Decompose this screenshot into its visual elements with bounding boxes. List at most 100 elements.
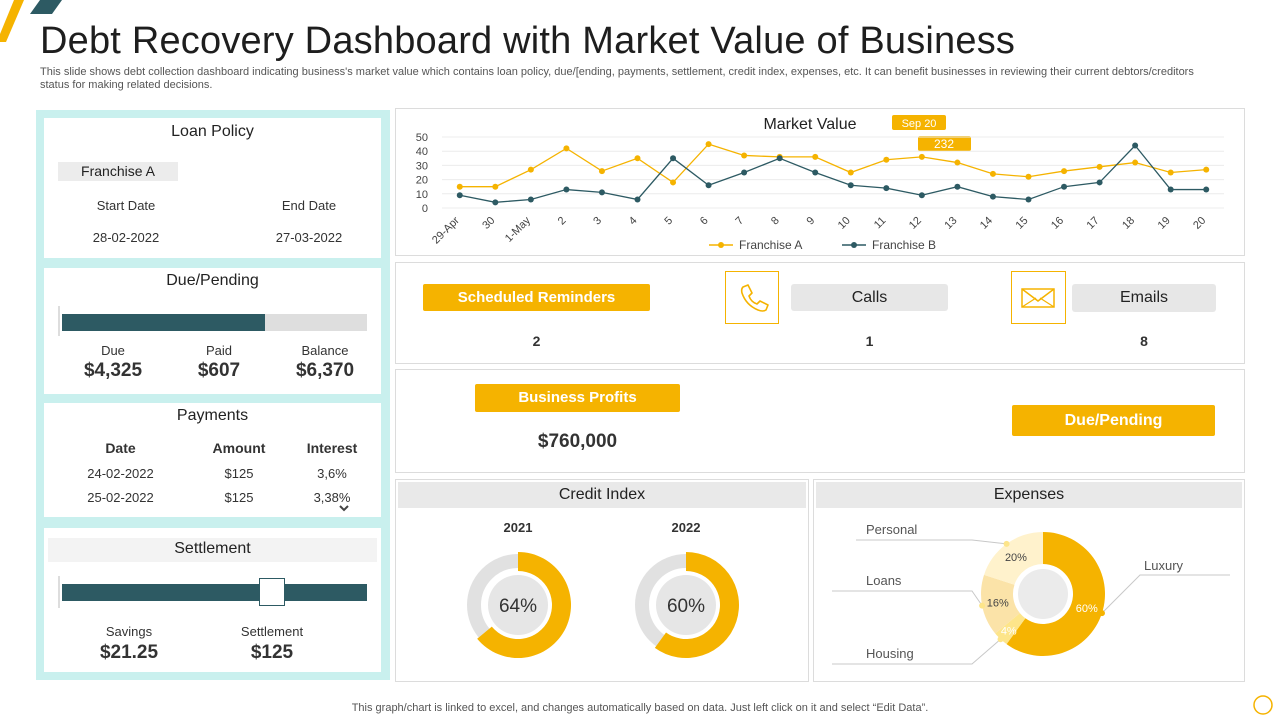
x-axis-ticks: 29-Apr 30 1-May 2 3 4 5 6 7 8 9 10 11 12 13 14 15 16 17 18 1… <box>430 214 1208 246</box>
donut-center <box>488 575 548 635</box>
data-point <box>670 155 677 162</box>
donut-value-label: 64% <box>499 596 537 617</box>
expense-slice <box>995 613 1026 645</box>
data-point <box>812 153 819 160</box>
credit-index-card: Credit Index 2021 64% 2022 60% <box>395 479 809 682</box>
x-tick-label: 16 <box>1049 215 1066 232</box>
y-tick-label: 40 <box>416 146 428 158</box>
data-point <box>918 153 925 160</box>
x-tick-label: 19 <box>1156 215 1173 232</box>
x-tick-label: 5 <box>662 215 675 228</box>
credit-index-title: Credit Index <box>398 482 806 508</box>
data-point <box>989 170 996 177</box>
x-tick-label: 12 <box>907 215 924 232</box>
annotation-label: Sep 20 <box>902 118 937 130</box>
page-title: Debt Recovery Dashboard with Market Valu… <box>40 20 1016 62</box>
data-point <box>1025 173 1032 180</box>
profits-card: Business Profits $760,000 Due/Pending <box>395 369 1245 473</box>
loan-policy-card: Loan Policy Franchise A Start Date End D… <box>44 118 381 258</box>
email-icon[interactable] <box>1011 271 1066 324</box>
due-progress-fill <box>62 314 266 331</box>
data-point <box>527 196 534 203</box>
y-tick-label: 20 <box>416 175 428 187</box>
y-tick-label: 0 <box>422 203 428 215</box>
payment-amount: $125 <box>224 466 254 481</box>
circle-icon <box>1253 695 1273 715</box>
settlement-label: Settlement <box>240 624 304 639</box>
paid-value: $607 <box>197 360 241 381</box>
data-point <box>883 185 890 192</box>
data-point <box>1096 163 1103 170</box>
data-point <box>741 169 748 176</box>
annotation-box <box>918 136 971 151</box>
expense-category-label: Luxury <box>1144 558 1184 573</box>
expense-category-label: Housing <box>866 646 914 661</box>
calls-button[interactable]: Calls <box>791 284 948 311</box>
data-point <box>598 189 605 196</box>
data-point <box>1203 186 1210 193</box>
x-tick-label: 17 <box>1085 215 1102 232</box>
emails-button[interactable]: Emails <box>1072 284 1216 312</box>
data-point <box>598 168 605 175</box>
series-line-franchise-a <box>459 143 1207 188</box>
y-tick-label: 30 <box>416 160 428 172</box>
expenses-card: Expenses 60% 4% 16% 20% Luxury Housing Loans Pe… <box>813 479 1245 682</box>
y-axis-ticks: 0 10 20 30 40 50 <box>416 132 428 215</box>
credit-year-label: 2021 <box>504 520 533 535</box>
settlement-value: $125 <box>250 642 294 663</box>
corner-decoration <box>0 0 62 42</box>
x-tick-label: 30 <box>480 215 497 232</box>
data-point <box>634 196 641 203</box>
x-tick-label: 2 <box>556 215 569 228</box>
end-date-label: End Date <box>281 198 337 213</box>
y-tick-label: 50 <box>416 132 428 144</box>
data-point <box>918 192 925 199</box>
business-profits-button[interactable]: Business Profits <box>475 384 680 412</box>
data-point <box>563 186 570 193</box>
annotation-box <box>892 115 946 130</box>
table-row: 24-02-2022 $125 3,6% <box>44 466 381 486</box>
data-point <box>670 179 677 186</box>
donut-center <box>1018 569 1068 619</box>
payments-card: Payments Date Amount Interest 24-02-2022… <box>44 403 381 517</box>
data-point <box>1167 169 1174 176</box>
legend-marker <box>718 242 724 248</box>
leader-dot <box>1098 610 1105 617</box>
data-point <box>705 182 712 189</box>
leader-line <box>832 638 1001 665</box>
data-point <box>492 199 499 206</box>
payment-amount: $125 <box>224 490 254 505</box>
x-tick-label: 7 <box>733 215 746 228</box>
expense-slice <box>984 532 1043 585</box>
savings-value: $21.25 <box>99 642 159 663</box>
phone-icon[interactable] <box>725 271 779 324</box>
donut-slice <box>654 552 739 658</box>
reminders-card: Scheduled Reminders 2 Calls 1 Emails 8 <box>395 262 1245 364</box>
leader-dot <box>997 636 1004 643</box>
credit-index-chart: 2021 64% 2022 60% <box>467 520 739 658</box>
settlement-slider-thumb[interactable] <box>259 578 286 606</box>
data-point <box>776 155 783 162</box>
settlement-slider-track[interactable] <box>62 578 367 606</box>
scroll-down-icon[interactable] <box>339 505 349 513</box>
calls-value: 1 <box>865 333 874 349</box>
data-point <box>812 169 819 176</box>
expense-category-label: Personal <box>866 522 917 537</box>
legend-marker <box>851 242 857 248</box>
balance-label: Balance <box>301 343 349 358</box>
due-pending-button[interactable]: Due/Pending <box>1012 405 1215 436</box>
market-value-chart: Market Value Sep 20 232 0 10 20 30 40 50 29-A… <box>416 115 1224 252</box>
expenses-title: Expenses <box>816 482 1242 508</box>
settlement-card: Settlement Savings Settlement $21.25 $12… <box>44 528 381 672</box>
x-tick-label: 4 <box>627 215 640 228</box>
payments-header-interest: Interest <box>306 440 358 456</box>
data-point <box>634 155 641 162</box>
annotation-label: 232 <box>934 137 954 151</box>
expense-slice <box>1006 532 1105 656</box>
scheduled-reminders-button[interactable]: Scheduled Reminders <box>423 284 650 311</box>
x-tick-label: 9 <box>805 215 818 228</box>
donut-slice <box>477 552 571 658</box>
x-tick-label: 1-May <box>503 214 533 244</box>
payments-title: Payments <box>176 407 249 424</box>
data-point <box>1061 183 1068 190</box>
